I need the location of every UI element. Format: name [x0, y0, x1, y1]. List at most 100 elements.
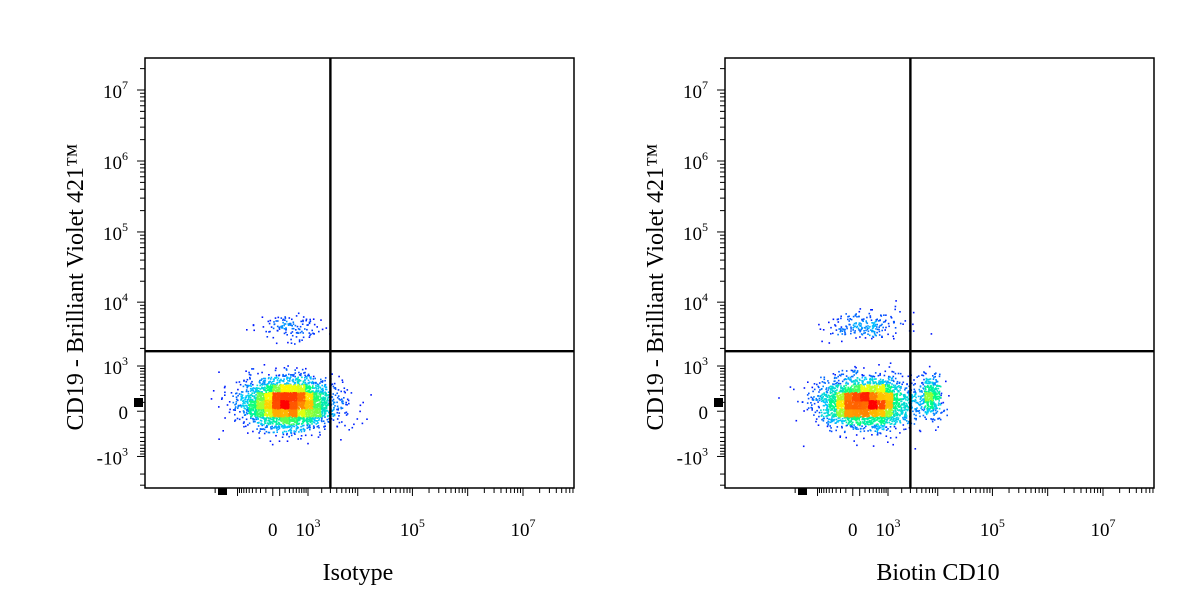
event-dot	[224, 385, 226, 388]
event-dot	[823, 378, 826, 381]
event-dot	[266, 409, 269, 411]
event-dot	[290, 389, 292, 391]
event-dot	[293, 430, 295, 432]
event-dot	[306, 424, 308, 426]
event-dot	[241, 405, 243, 407]
event-dot	[251, 405, 253, 407]
event-dot	[299, 374, 302, 377]
event-dot	[325, 388, 328, 391]
event-dot	[260, 423, 262, 426]
event-dot	[250, 394, 253, 396]
event-dot	[250, 385, 252, 388]
event-dot	[249, 388, 252, 390]
event-dot	[307, 407, 309, 409]
event-dot	[234, 409, 236, 411]
event-dot	[275, 377, 277, 379]
event-dot	[254, 420, 256, 423]
event-dot	[271, 421, 273, 423]
event-dot	[813, 383, 816, 385]
event-dot	[305, 318, 308, 321]
event-dot	[264, 418, 266, 420]
event-dot	[256, 414, 259, 417]
event-dot	[221, 398, 223, 400]
event-dot	[253, 403, 256, 405]
event-dot	[333, 408, 335, 411]
event-dot	[246, 329, 248, 331]
event-dot	[238, 393, 241, 395]
event-dot	[295, 420, 298, 423]
event-dot	[830, 427, 832, 429]
event-dot	[294, 402, 296, 404]
event-dot	[332, 385, 335, 388]
event-dot	[827, 424, 829, 426]
event-dot	[869, 316, 872, 319]
event-dot	[299, 396, 302, 399]
event-dot	[278, 400, 280, 403]
event-dot	[294, 410, 297, 412]
event-dot	[243, 421, 245, 423]
event-dot	[305, 400, 308, 403]
event-dot	[854, 332, 856, 334]
event-dot	[309, 381, 311, 384]
event-dot	[332, 398, 335, 401]
event-dot	[234, 420, 236, 422]
zero-marker-y	[134, 398, 143, 407]
event-dot	[248, 400, 251, 403]
event-dot	[309, 428, 311, 431]
event-dot	[898, 382, 901, 384]
event-dot	[287, 323, 290, 325]
event-dot	[312, 425, 315, 427]
event-dot	[268, 381, 270, 383]
event-dot	[282, 380, 285, 382]
event-dot	[920, 390, 923, 393]
event-dot	[273, 388, 275, 390]
event-dot	[871, 330, 873, 332]
event-dot	[301, 339, 303, 341]
event-dot	[902, 381, 905, 384]
event-dot	[261, 371, 263, 374]
x-tick-label: 107	[511, 516, 536, 541]
event-dots	[210, 312, 372, 446]
event-dot	[285, 369, 288, 371]
event-dot	[289, 403, 291, 405]
event-dot	[314, 381, 316, 384]
event-dot	[287, 365, 289, 367]
event-dot	[268, 431, 271, 434]
event-dot	[286, 415, 288, 418]
event-dot	[293, 410, 295, 413]
event-dot	[325, 406, 328, 408]
event-dot	[297, 438, 299, 440]
event-dot	[239, 383, 242, 386]
event-dot	[306, 376, 308, 378]
event-dot	[292, 412, 294, 414]
event-dot	[242, 400, 244, 402]
event-dot	[303, 392, 306, 395]
event-dot	[840, 317, 842, 320]
event-dot	[294, 403, 296, 406]
event-dot	[266, 424, 268, 427]
event-dot	[832, 318, 835, 321]
event-dot	[307, 324, 309, 326]
event-dot	[319, 382, 321, 384]
event-dot	[321, 405, 324, 408]
event-dot	[287, 396, 290, 398]
event-dot	[248, 422, 251, 425]
event-dot	[921, 381, 924, 384]
event-dot	[812, 399, 814, 401]
event-dot	[874, 426, 877, 428]
event-dot	[321, 409, 324, 411]
event-dot	[296, 382, 299, 384]
event-dot	[269, 421, 272, 424]
event-dot	[232, 395, 234, 397]
event-dot	[905, 387, 908, 389]
x-tick-label: 103	[296, 516, 321, 541]
event-dot	[288, 407, 291, 409]
event-dot	[300, 391, 303, 393]
event-dot	[260, 412, 262, 414]
event-dot	[243, 411, 245, 413]
event-dot	[843, 330, 846, 332]
event-dot	[310, 400, 312, 402]
event-dot	[923, 388, 925, 390]
event-dot	[341, 398, 343, 401]
